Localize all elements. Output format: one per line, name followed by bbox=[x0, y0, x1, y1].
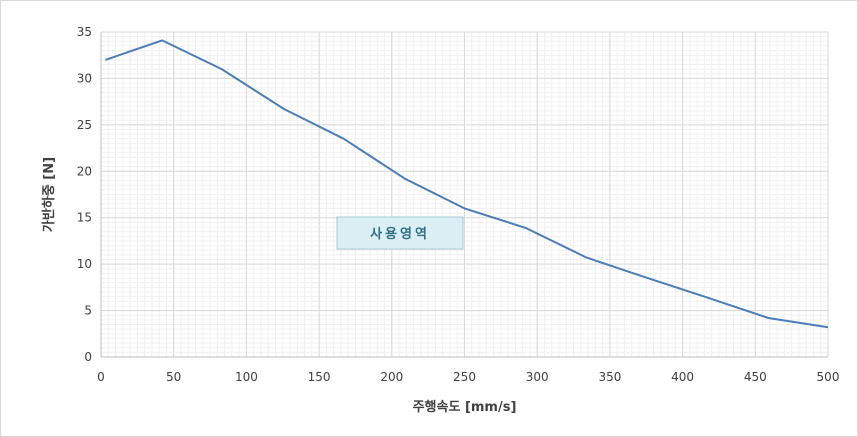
x-tick-label: 350 bbox=[598, 370, 621, 384]
x-tick-label: 500 bbox=[817, 370, 840, 384]
annotation-layer: 사용영역 bbox=[336, 216, 464, 250]
x-tick-label: 200 bbox=[380, 370, 403, 384]
annotation-box bbox=[336, 216, 464, 250]
y-tick-label: 0 bbox=[84, 350, 92, 364]
y-tick-label: 15 bbox=[77, 211, 92, 225]
series-layer bbox=[105, 39, 829, 329]
x-tick-label: 50 bbox=[166, 370, 181, 384]
y-tick-labels: 0 5 10 15 20 25 30 35 bbox=[77, 25, 92, 364]
y-tick-label: 25 bbox=[77, 118, 92, 132]
y-axis-title: 가반하중 [N] bbox=[41, 157, 57, 232]
series-line-1 bbox=[105, 39, 829, 329]
annotation-label: 사용영역 bbox=[370, 226, 430, 242]
axes bbox=[100, 32, 828, 358]
x-tick-label: 250 bbox=[453, 370, 476, 384]
x-tick-label: 300 bbox=[526, 370, 549, 384]
y-tick-label: 10 bbox=[77, 257, 92, 271]
x-tick-label: 400 bbox=[671, 370, 694, 384]
y-tick-label: 5 bbox=[84, 304, 92, 318]
y-tick-label: 30 bbox=[77, 71, 92, 85]
y-tick-label: 20 bbox=[77, 164, 92, 178]
x-tick-labels: 0 50 100 150 200 250 300 350 400 450 500 bbox=[97, 370, 839, 384]
major-grid bbox=[100, 31, 829, 358]
y-tick-label: 35 bbox=[77, 25, 92, 39]
x-tick-label: 150 bbox=[308, 370, 331, 384]
x-tick-label: 100 bbox=[235, 370, 258, 384]
x-axis-title: 주행속도 [mm/s] bbox=[413, 399, 517, 415]
x-tick-label: 0 bbox=[97, 370, 105, 384]
x-tick-label: 450 bbox=[744, 370, 767, 384]
